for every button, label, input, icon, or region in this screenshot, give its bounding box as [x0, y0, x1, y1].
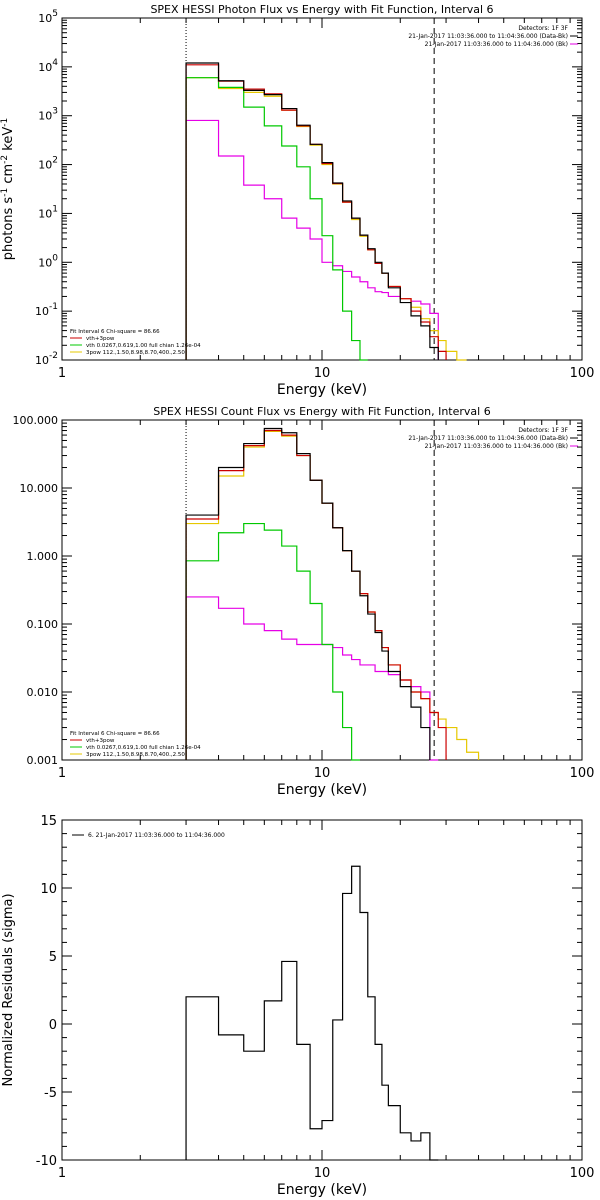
- photon-flux-panel: SPEX HESSI Photon Flux vs Energy with Fi…: [0, 3, 594, 398]
- y-tick-label: 0.100: [27, 618, 59, 631]
- y-tick-label: 1.000: [27, 550, 59, 563]
- x-tick-label: 1: [58, 766, 66, 781]
- x-tick-label: 100: [570, 366, 595, 381]
- x-tick-label: 1: [58, 366, 66, 381]
- series-line: [185, 427, 431, 760]
- x-axis-label: Energy (keV): [277, 382, 367, 398]
- x-tick-label: 100: [570, 1166, 595, 1181]
- y-tick-label: -10: [36, 1154, 57, 1169]
- x-tick-label: 100: [570, 766, 595, 781]
- x-tick-label: 10: [314, 766, 331, 781]
- y-tick-label: 10: [40, 882, 57, 897]
- legend-topright-entry: 21-Jan-2017 11:03:36.000 to 11:04:36.000…: [425, 443, 568, 450]
- y-tick-label: 103: [38, 107, 58, 123]
- legend-entry: vth 0.0267,0.619,1.00 full chian 1.26e-0…: [86, 343, 201, 349]
- y-tick-label: 5: [49, 950, 57, 965]
- y-tick-label: 105: [38, 9, 58, 25]
- legend-topright-entry: 21-Jan-2017 11:03:36.000 to 11:04:36.000…: [408, 33, 568, 40]
- y-tick-label: 101: [38, 204, 58, 220]
- legend-entry: vth+3pow: [86, 336, 115, 342]
- y-tick-label: -5: [44, 1086, 57, 1101]
- y-axis-label: photons s-1 cm-2 keV-1: [0, 118, 16, 260]
- y-tick-label: 100.000: [13, 414, 59, 427]
- legend-topright-entry: 21-Jan-2017 11:03:36.000 to 11:04:36.000…: [408, 435, 568, 442]
- legend-topright-entry: Detectors: 1F 3F: [518, 427, 568, 434]
- x-axis-label: Energy (keV): [277, 782, 367, 798]
- x-tick-label: 1: [58, 1166, 66, 1181]
- legend-entry: 6. 21-Jan-2017 11:03:36.000 to 11:04:36.…: [88, 832, 225, 839]
- series-line: [185, 62, 439, 360]
- y-tick-label: 104: [38, 58, 58, 74]
- y-tick-label: 0.010: [27, 686, 59, 699]
- series-line: [185, 865, 439, 1161]
- legend-entry: 3pow 112.,1.50,8.98,8.70,400.,2.50: [86, 752, 185, 758]
- y-tick-label: 100: [38, 253, 58, 269]
- y-tick-label: 10-2: [35, 351, 58, 367]
- y-tick-label: 10-1: [35, 302, 58, 318]
- legend-entry: Fit Interval 6 Chi-square = 86.66: [70, 329, 160, 335]
- legend-entry: vth 0.0267,0.619,1.00 full chian 1.26e-0…: [86, 745, 201, 751]
- y-tick-label: 0: [49, 1018, 57, 1033]
- count-flux-panel: SPEX HESSI Count Flux vs Energy with Fit…: [13, 405, 595, 798]
- x-tick-label: 10: [314, 1166, 331, 1181]
- y-axis-label: Normalized Residuals (sigma): [1, 893, 16, 1086]
- y-tick-label: 102: [38, 156, 58, 172]
- chart-title: SPEX HESSI Count Flux vs Energy with Fit…: [153, 405, 490, 418]
- chart-title: SPEX HESSI Photon Flux vs Energy with Fi…: [150, 3, 493, 16]
- legend-topright-entry: Detectors: 1F 3F: [518, 25, 568, 32]
- legend-entry: vth+3pow: [86, 738, 115, 744]
- series-line: [185, 522, 360, 761]
- legend-topright-entry: 21-Jan-2017 11:03:36.000 to 11:04:36.000…: [425, 41, 568, 48]
- y-tick-label: 15: [40, 814, 57, 829]
- residuals-panel: 1 10 100 Energy (keV) -10 -5 0 5 10 15 Normalized …: [1, 814, 594, 1198]
- legend-entry: 3pow 112.,1.50,8.98,8.70,400.,2.50: [86, 350, 185, 356]
- y-tick-label: 10.000: [20, 482, 59, 495]
- x-axis-label: Energy (keV): [277, 1182, 367, 1198]
- y-tick-label: 0.001: [27, 754, 59, 767]
- legend-entry: Fit Interval 6 Chi-square = 86.66: [70, 731, 160, 737]
- x-tick-label: 10: [314, 366, 331, 381]
